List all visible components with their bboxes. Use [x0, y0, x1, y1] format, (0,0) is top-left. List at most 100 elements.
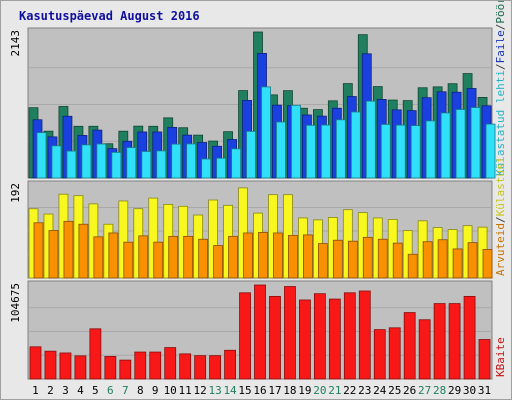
bar-middle-arvuteid-6	[108, 232, 119, 279]
x-tick-label-29: 29	[448, 384, 461, 397]
x-tick-label-16: 16	[253, 384, 266, 397]
bar-bottom-kbaite-26	[403, 312, 416, 380]
legend-entry: /	[494, 24, 507, 31]
x-tick-label-12: 12	[194, 384, 207, 397]
bar-middle-arvuteid-15	[243, 232, 253, 279]
bar-top-külastatud-lehti-21	[335, 119, 346, 179]
bar-bottom-kbaite-31	[478, 339, 491, 380]
bar-middle-külastusi-7	[118, 200, 129, 279]
panel-middle-legend: Arvuteid/Külastusi	[494, 157, 507, 276]
bar-middle-arvuteid-12	[198, 238, 209, 279]
bar-top-külastatud-lehti-16	[261, 86, 271, 179]
bar-middle-arvuteid-9	[153, 241, 164, 279]
bar-middle-külastusi-9	[148, 197, 159, 279]
x-tick-label-28: 28	[433, 384, 446, 397]
bar-top-külastatud-lehti-6	[111, 151, 122, 179]
bar-top-külastatud-lehti-20	[320, 124, 331, 179]
bar-top-külastatud-lehti-7	[126, 147, 137, 179]
bar-top-külastatud-lehti-31	[485, 123, 496, 179]
bar-bottom-kbaite-4	[74, 355, 87, 380]
bar-bottom-kbaite-13	[209, 355, 222, 380]
x-tick-label-27: 27	[418, 384, 431, 397]
bar-top-külastatud-lehti-23	[365, 100, 376, 179]
bar-bottom-kbaite-19	[299, 299, 311, 380]
bar-middle-arvuteid-26	[407, 253, 418, 279]
bar-bottom-kbaite-18	[284, 286, 296, 380]
x-tick-label-3: 3	[62, 384, 69, 397]
bar-top-külastatud-lehti-9	[156, 150, 167, 179]
bar-bottom-kbaite-11	[179, 353, 192, 380]
bar-middle-arvuteid-8	[138, 235, 149, 279]
bar-top-külastatud-lehti-29	[455, 109, 466, 179]
bar-top-külastatud-lehti-11	[186, 143, 197, 179]
bar-middle-arvuteid-24	[377, 238, 388, 279]
bar-bottom-kbaite-28	[433, 303, 446, 380]
x-tick-label-25: 25	[388, 384, 401, 397]
bar-middle-arvuteid-4	[78, 223, 89, 279]
bar-middle-arvuteid-23	[362, 236, 373, 279]
bar-top-külastatud-lehti-19	[306, 124, 316, 179]
panel-bottom-ymax-label: 104675	[9, 283, 22, 323]
bar-middle-arvuteid-14	[228, 235, 238, 279]
legend-entry: Külastusi	[494, 157, 507, 217]
x-tick-label-18: 18	[283, 384, 296, 397]
bar-bottom-kbaite-24	[373, 329, 386, 380]
bar-bottom-kbaite-22	[343, 292, 356, 380]
bar-middle-arvuteid-29	[452, 248, 463, 279]
legend-entry: /	[494, 63, 507, 70]
bar-top-külastatud-lehti-25	[395, 124, 406, 179]
x-tick-label-8: 8	[137, 384, 144, 397]
bar-middle-arvuteid-18	[288, 234, 298, 279]
bar-middle-arvuteid-19	[303, 234, 313, 279]
bar-top-külastatud-lehti-30	[470, 107, 481, 179]
x-tick-label-31: 31	[478, 384, 491, 397]
bar-top-külastatud-lehti-18	[291, 104, 301, 179]
panel-bottom-legend: KBaite	[494, 337, 507, 377]
bar-bottom-kbaite-8	[134, 351, 147, 380]
panel-top-ymax-label: 2143	[9, 30, 22, 57]
bar-middle-arvuteid-30	[467, 242, 478, 279]
bar-bottom-kbaite-10	[164, 347, 177, 380]
bar-top-külastatud-lehti-4	[81, 144, 92, 179]
bar-top-külastatud-lehti-24	[380, 124, 391, 179]
bar-top-külastatud-lehti-22	[350, 111, 361, 179]
bar-bottom-kbaite-2	[44, 350, 57, 380]
bar-middle-arvuteid-17	[273, 232, 283, 279]
bar-top-külastatud-lehti-8	[141, 151, 152, 179]
bar-bottom-kbaite-23	[358, 290, 371, 380]
legend-entry: Külastatud lehti	[494, 70, 507, 176]
bar-top-külastatud-lehti-2	[51, 145, 62, 179]
panel-top-legend: Külastatud lehti/Faile/Pöördumisi	[494, 1, 507, 176]
x-tick-label-5: 5	[92, 384, 99, 397]
x-tick-label-20: 20	[313, 384, 326, 397]
bar-middle-arvuteid-22	[347, 240, 358, 279]
x-tick-label-4: 4	[77, 384, 84, 397]
bar-middle-arvuteid-20	[317, 243, 328, 279]
bar-middle-arvuteid-5	[93, 236, 104, 279]
bar-middle-arvuteid-27	[422, 241, 433, 279]
bar-bottom-kbaite-30	[463, 295, 476, 380]
x-tick-label-1: 1	[32, 384, 39, 397]
x-tick-label-24: 24	[373, 384, 387, 397]
bar-top-külastatud-lehti-3	[66, 150, 77, 179]
bar-bottom-kbaite-16	[254, 284, 266, 380]
bar-middle-arvuteid-13	[213, 245, 224, 279]
x-tick-label-23: 23	[358, 384, 371, 397]
bar-bottom-kbaite-5	[89, 328, 102, 380]
x-tick-label-30: 30	[463, 384, 476, 397]
bar-bottom-kbaite-27	[418, 319, 431, 380]
x-tick-label-26: 26	[403, 384, 416, 397]
bar-middle-arvuteid-28	[437, 239, 448, 279]
x-tick-label-14: 14	[223, 384, 237, 397]
bar-middle-arvuteid-10	[168, 235, 179, 279]
x-tick-label-17: 17	[268, 384, 281, 397]
bar-top-külastatud-lehti-5	[96, 143, 107, 179]
bar-bottom-kbaite-29	[448, 303, 461, 380]
x-tick-label-9: 9	[152, 384, 159, 397]
bar-middle-arvuteid-7	[123, 241, 134, 279]
legend-entry: /	[494, 216, 507, 223]
legend-entry: Faile	[494, 30, 507, 63]
x-tick-label-10: 10	[164, 384, 177, 397]
bar-bottom-kbaite-21	[328, 298, 341, 380]
